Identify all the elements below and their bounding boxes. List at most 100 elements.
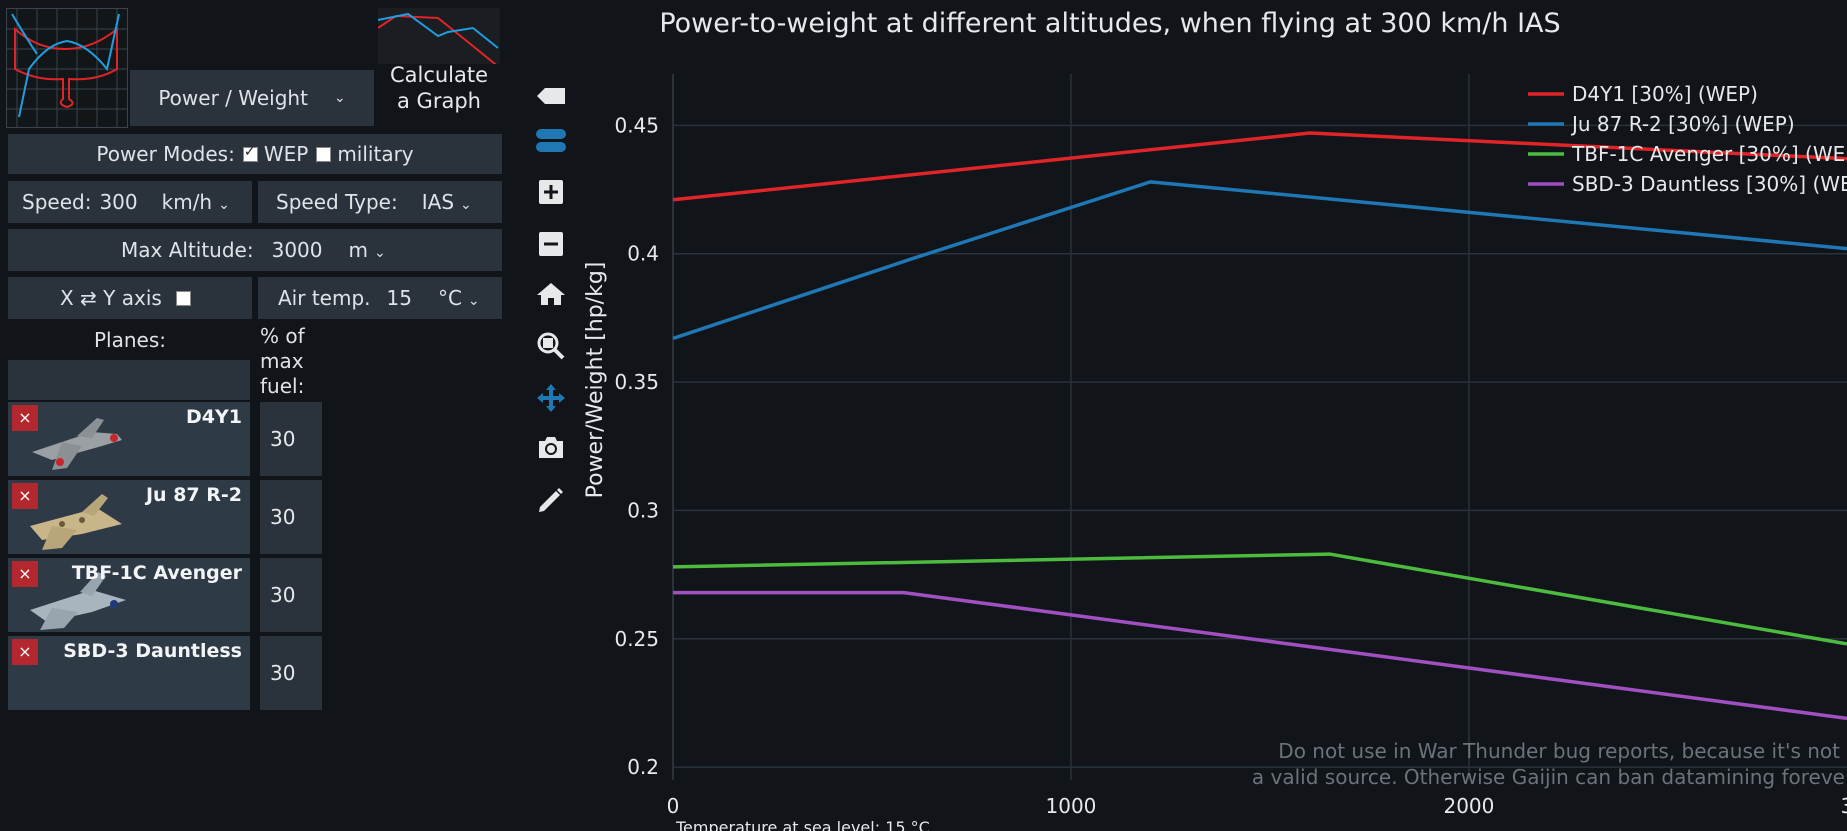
plane-row-tbf[interactable]: × TBF-1C Avenger bbox=[8, 558, 250, 632]
calculate-label: Calculate bbox=[389, 63, 489, 87]
speed-type-row: Speed Type: IAS ⌄ bbox=[258, 181, 502, 223]
fuel-input-sbd[interactable]: 30 bbox=[260, 636, 322, 710]
remove-plane-button[interactable]: × bbox=[12, 405, 38, 431]
swap-axes-row: X ⇄ Y axis bbox=[8, 277, 252, 319]
series-sbd-line[interactable] bbox=[673, 590, 1847, 721]
swap-axes-label: X ⇄ Y axis bbox=[60, 286, 162, 310]
plane-name: SBD-3 Dauntless bbox=[63, 640, 242, 662]
legend-entry[interactable]: SBD-3 Dauntless [30%] (WEP) bbox=[1572, 172, 1847, 196]
power-modes-row: Power Modes: WEP military bbox=[8, 134, 502, 174]
chart-series-lines bbox=[672, 131, 1847, 721]
planform-thumbnail[interactable] bbox=[6, 8, 128, 128]
remove-plane-button[interactable]: × bbox=[12, 483, 38, 509]
control-panel: Power / Weight ⌄ Calculate a Graph Power… bbox=[0, 0, 510, 831]
y-tick-label: 0.4 bbox=[627, 242, 659, 266]
wep-label: WEP bbox=[263, 142, 309, 166]
swap-axes-checkbox[interactable] bbox=[175, 290, 191, 306]
autoscale-icon[interactable] bbox=[533, 123, 569, 159]
graph-thumbnail[interactable] bbox=[377, 8, 501, 69]
zoom-box-icon[interactable] bbox=[533, 328, 569, 364]
chevron-down-icon: ⌄ bbox=[374, 245, 386, 261]
remove-plane-button[interactable]: × bbox=[12, 561, 38, 587]
home-icon[interactable] bbox=[533, 276, 569, 312]
plane-name: Ju 87 R-2 bbox=[145, 484, 242, 506]
series-ju87-line[interactable] bbox=[672, 180, 1847, 341]
graph-type-value: Power / Weight bbox=[158, 86, 308, 110]
disclaimer-line-1: Do not use in War Thunder bug reports, b… bbox=[1278, 739, 1840, 763]
calculate-label-2: a Graph bbox=[397, 89, 481, 113]
air-temp-input[interactable]: 15 bbox=[386, 286, 412, 310]
graph-type-select[interactable]: Power / Weight ⌄ bbox=[130, 70, 374, 126]
altitude-unit-select[interactable]: m ⌄ bbox=[349, 238, 386, 262]
x-tick-label: 0 bbox=[667, 794, 680, 818]
plane-d4y1-icon bbox=[32, 418, 122, 470]
fuel-header-line: fuel: bbox=[260, 374, 305, 398]
camera-icon[interactable] bbox=[533, 430, 569, 466]
wep-checkbox[interactable] bbox=[242, 144, 258, 162]
plane-row-sbd[interactable]: × SBD-3 Dauntless bbox=[8, 636, 250, 710]
air-temp-row: Air temp. 15 °C ⌄ bbox=[258, 277, 502, 319]
max-altitude-label: Max Altitude: bbox=[121, 238, 254, 262]
pan-icon[interactable] bbox=[533, 380, 569, 416]
chevron-down-icon: ⌄ bbox=[218, 197, 230, 213]
x-axis-ticks: 0 1000 2000 3 bbox=[667, 794, 1847, 818]
fuel-header-line: max bbox=[260, 349, 304, 373]
military-checkbox[interactable] bbox=[316, 146, 332, 162]
temp-unit-select[interactable]: °C ⌄ bbox=[438, 286, 480, 310]
temperature-footnote: Temperature at sea level: 15 °C bbox=[675, 818, 930, 831]
plane-name: TBF-1C Avenger bbox=[71, 562, 242, 584]
plane-row-d4y1[interactable]: × D4Y1 bbox=[8, 402, 250, 476]
y-tick-label: 0.3 bbox=[627, 498, 659, 522]
chart-grid bbox=[672, 74, 1847, 780]
altitude-unit-value: m bbox=[348, 238, 368, 262]
x-tick-label: 3 bbox=[1841, 794, 1847, 818]
plane-name: D4Y1 bbox=[186, 406, 242, 428]
y-tick-label: 0.2 bbox=[627, 755, 659, 779]
y-axis-label: Power/Weight [hp/kg] bbox=[583, 262, 608, 499]
series-tbf-line[interactable] bbox=[672, 552, 1847, 646]
speed-unit-value: km/h bbox=[161, 190, 213, 214]
remove-plane-button[interactable]: × bbox=[12, 639, 38, 665]
legend-entry[interactable]: Ju 87 R-2 [30%] (WEP) bbox=[1570, 112, 1795, 136]
fuel-input-ju87[interactable]: 30 bbox=[260, 480, 322, 554]
speed-row: Speed: 300 km/h ⌄ bbox=[8, 181, 252, 223]
max-altitude-input[interactable]: 3000 bbox=[271, 238, 323, 262]
chart-legend: D4Y1 [30%] (WEP) Ju 87 R-2 [30%] (WEP) TBF… bbox=[1528, 82, 1847, 196]
pan-back-icon[interactable] bbox=[533, 78, 569, 114]
x-tick-label: 2000 bbox=[1443, 794, 1494, 818]
calculate-graph-button[interactable]: Calculate a Graph bbox=[380, 62, 498, 126]
y-tick-label: 0.35 bbox=[614, 370, 659, 394]
planes-label: Planes: bbox=[94, 328, 167, 352]
zoom-in-icon[interactable] bbox=[533, 174, 569, 210]
legend-entry[interactable]: D4Y1 [30%] (WEP) bbox=[1572, 82, 1758, 106]
series-d4y1-line[interactable] bbox=[672, 131, 1847, 202]
speed-type-select[interactable]: IAS ⌄ bbox=[422, 190, 472, 214]
temp-unit-value: °C bbox=[437, 286, 462, 310]
plane-row-ju87[interactable]: × Ju 87 R-2 bbox=[8, 480, 250, 554]
plane-tbf-icon bbox=[30, 572, 126, 630]
speed-label: Speed: bbox=[22, 190, 92, 214]
speed-type-label: Speed Type: bbox=[276, 190, 398, 214]
fuel-input-d4y1[interactable]: 30 bbox=[260, 402, 322, 476]
legend-entry[interactable]: TBF-1C Avenger [30%] (WEP) bbox=[1571, 142, 1847, 166]
zoom-out-icon[interactable] bbox=[533, 226, 569, 262]
y-axis-ticks: 0.2 0.25 0.3 0.35 0.4 0.45 bbox=[614, 113, 659, 779]
chevron-down-icon: ⌄ bbox=[467, 293, 480, 309]
pencil-icon[interactable] bbox=[533, 482, 569, 518]
military-label: military bbox=[337, 142, 414, 166]
y-tick-label: 0.45 bbox=[614, 113, 659, 137]
power-modes-label: Power Modes: bbox=[96, 142, 235, 166]
fuel-header-line: % of bbox=[260, 324, 305, 348]
max-altitude-row: Max Altitude: 3000 m ⌄ bbox=[8, 229, 502, 271]
plane-ju87-icon bbox=[30, 494, 122, 550]
air-temp-label: Air temp. bbox=[278, 286, 371, 310]
speed-input[interactable]: 300 bbox=[99, 190, 138, 214]
disclaimer-line-2: a valid source. Otherwise Gaijin can ban… bbox=[1252, 765, 1845, 789]
fuel-input-tbf[interactable]: 30 bbox=[260, 558, 322, 632]
graph-preview-icon bbox=[377, 12, 501, 69]
speed-type-value: IAS bbox=[421, 190, 455, 214]
chart-title: Power-to-weight at different altitudes, … bbox=[659, 8, 1561, 39]
chevron-down-icon: ⌄ bbox=[460, 197, 472, 213]
y-tick-label: 0.25 bbox=[614, 627, 659, 651]
speed-unit-select[interactable]: km/h ⌄ bbox=[162, 190, 230, 214]
